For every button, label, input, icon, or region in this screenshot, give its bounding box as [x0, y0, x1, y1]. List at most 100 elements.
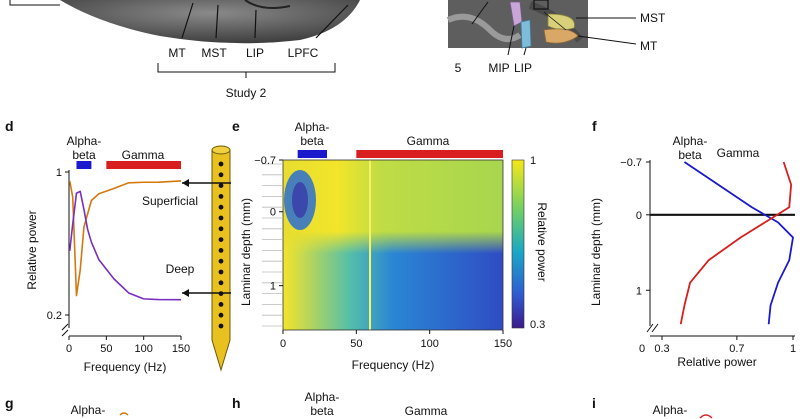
gamma-band-bar	[356, 150, 503, 158]
y-axis-label: Laminar depth (mm)	[589, 198, 603, 306]
band-label-beta-f: beta	[678, 148, 702, 162]
study-bracket	[157, 63, 336, 73]
brain-image	[60, 0, 360, 44]
probe-contact	[218, 258, 224, 264]
region-label-5: 5	[455, 61, 462, 75]
colorbar-label: Relative power	[535, 202, 549, 281]
probe-contact	[218, 302, 224, 307]
band-label-alpha-g: Alpha-	[71, 403, 106, 417]
x-tick-label: 50	[350, 338, 362, 350]
probe-contact	[218, 248, 224, 253]
x-tick-label: 100	[420, 338, 438, 350]
series-label-deep: Deep	[166, 262, 195, 276]
y-axis-label: Relative power	[25, 210, 39, 289]
probe-contact	[218, 312, 224, 318]
x-tick-label: 0.7	[729, 343, 744, 355]
y-tick-label: 0	[636, 210, 642, 222]
y-tick-label: −0.7	[620, 157, 642, 169]
superficial-line	[68, 180, 182, 297]
colorbar-tick-max: 1	[530, 155, 536, 167]
recording-site-box	[533, 0, 549, 10]
x-axis-label: Frequency (Hz)	[84, 360, 167, 374]
region-label-mst: MST	[201, 46, 227, 60]
band-label-gamma-e: Gamma	[407, 134, 450, 148]
x-tick-label: 50	[100, 343, 112, 355]
panel-label-i: i	[592, 395, 596, 411]
y-tick-label: 0	[270, 207, 276, 219]
top-right-brain-slice: MST MT 5 MIP LIP	[446, 0, 666, 75]
probe-contact	[218, 269, 224, 275]
region-label-mt: MT	[168, 46, 186, 60]
series-label-superficial: Superficial	[142, 194, 198, 208]
deep-line	[68, 190, 182, 301]
y-axis-label: Laminar depth (mm)	[239, 198, 253, 306]
gamma-profile-line	[679, 161, 793, 325]
x-tick-label: 0.3	[654, 343, 669, 355]
colorbar	[511, 159, 525, 329]
x-tick-label: 0	[66, 343, 72, 355]
probe-contact	[218, 215, 224, 221]
bottom-row: g Alpha- h Alpha- beta Gamma i Alpha-	[5, 390, 713, 419]
band-label-alpha: Alpha-	[67, 134, 102, 148]
band-label-gamma: Gamma	[122, 148, 165, 162]
gamma-band-bar	[106, 161, 181, 169]
panel-f: f Alpha- beta Gamma 0.3 0.7 1 0 −0.7 0 1 Relat…	[589, 118, 796, 369]
panel-label-e: e	[232, 118, 240, 134]
band-label-beta: beta	[72, 148, 96, 162]
area-mst	[547, 13, 575, 30]
panel-label-h: h	[232, 395, 241, 411]
x-axis-label: Frequency (Hz)	[352, 358, 435, 372]
colorbar-tick-min: 0.3	[530, 319, 545, 331]
panel-d: d Alpha- beta Gamma 0 50 100 150 0.2 1 Superf…	[5, 118, 198, 374]
x-tick-label: 100	[134, 343, 152, 355]
y-tick-label: −0.7	[254, 155, 276, 167]
panel-label-d: d	[5, 118, 14, 134]
area-mt	[543, 28, 579, 44]
axis-break	[61, 323, 69, 337]
alpha-beta-band-bar	[297, 150, 327, 158]
band-label-beta-e: beta	[300, 134, 324, 148]
panel-label-g: g	[5, 395, 14, 411]
x-tick-label: 1	[790, 343, 796, 355]
heatmap	[282, 159, 504, 331]
band-label-gamma-f: Gamma	[717, 146, 760, 160]
band-label-gamma-h: Gamma	[405, 404, 448, 418]
alpha-beta-profile-line	[683, 161, 794, 325]
alpha-beta-band-bar	[76, 161, 92, 169]
panel-label-f: f	[592, 118, 597, 134]
axis-break	[646, 323, 659, 333]
region-label-mip: MIP	[488, 61, 509, 75]
area-lip	[520, 19, 532, 49]
callout-mt: MT	[640, 39, 658, 53]
probe-contact	[218, 226, 224, 232]
y-tick-label: 1	[636, 285, 642, 297]
arrow-superficial	[182, 179, 189, 187]
arrow-deep	[182, 289, 189, 297]
top-left-brain: MT MST LIP LPFC Study 2	[9, 0, 360, 100]
band-label-alpha-e: Alpha-	[295, 120, 330, 134]
probe-contact	[218, 172, 224, 178]
probe-contact	[218, 183, 224, 189]
probe-contact	[218, 204, 224, 210]
region-label-lip: LIP	[246, 46, 264, 60]
region-label-lip-right: LIP	[514, 61, 532, 75]
band-label-alpha-f: Alpha-	[673, 134, 708, 148]
x-tick-label: 0	[280, 338, 286, 350]
y-tick-label: 0.2	[47, 310, 62, 322]
y-tick-label: 1	[270, 281, 276, 293]
x-tick-label: 150	[172, 343, 190, 355]
laminar-probe	[182, 145, 231, 372]
callout-mst: MST	[640, 11, 666, 25]
band-label-beta-h: beta	[310, 404, 334, 418]
band-label-alpha-i: Alpha-	[653, 403, 688, 417]
band-label-alpha-h: Alpha-	[305, 390, 340, 404]
x-axis-label: Relative power	[677, 355, 756, 369]
y-tick-label: 1	[56, 167, 62, 179]
x-tick-label-zero: 0	[639, 343, 645, 355]
panel-e: e Alpha- beta Gamma 0 50 100 150 −0.7 0 1 Freq…	[232, 118, 549, 372]
probe-contact	[218, 161, 224, 167]
probe-contact	[218, 194, 224, 199]
probe-contact	[218, 237, 224, 243]
probe-contact	[218, 280, 224, 286]
region-label-lpfc: LPFC	[288, 46, 319, 60]
